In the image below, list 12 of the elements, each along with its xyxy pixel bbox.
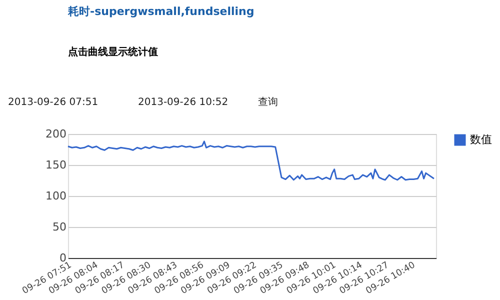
y-tick-label: 200 xyxy=(46,128,66,140)
y-tick-label: 100 xyxy=(46,190,66,202)
text: 2013-09-26 07:51 xyxy=(8,97,98,108)
text: 查询 xyxy=(258,96,278,108)
y-tick-label: 0 xyxy=(60,252,66,264)
chart-title: 耗时-supergwsmall,fundselling xyxy=(67,5,254,18)
y-tick-label: 150 xyxy=(46,158,66,172)
line-series xyxy=(67,140,435,181)
text: 2013-09-26 10:52 xyxy=(138,97,228,108)
y-tick-label: 50 xyxy=(52,220,66,234)
legend-label: 数值 xyxy=(470,133,492,146)
chart-subtitle: 点击曲线显示统计值 xyxy=(68,46,158,58)
